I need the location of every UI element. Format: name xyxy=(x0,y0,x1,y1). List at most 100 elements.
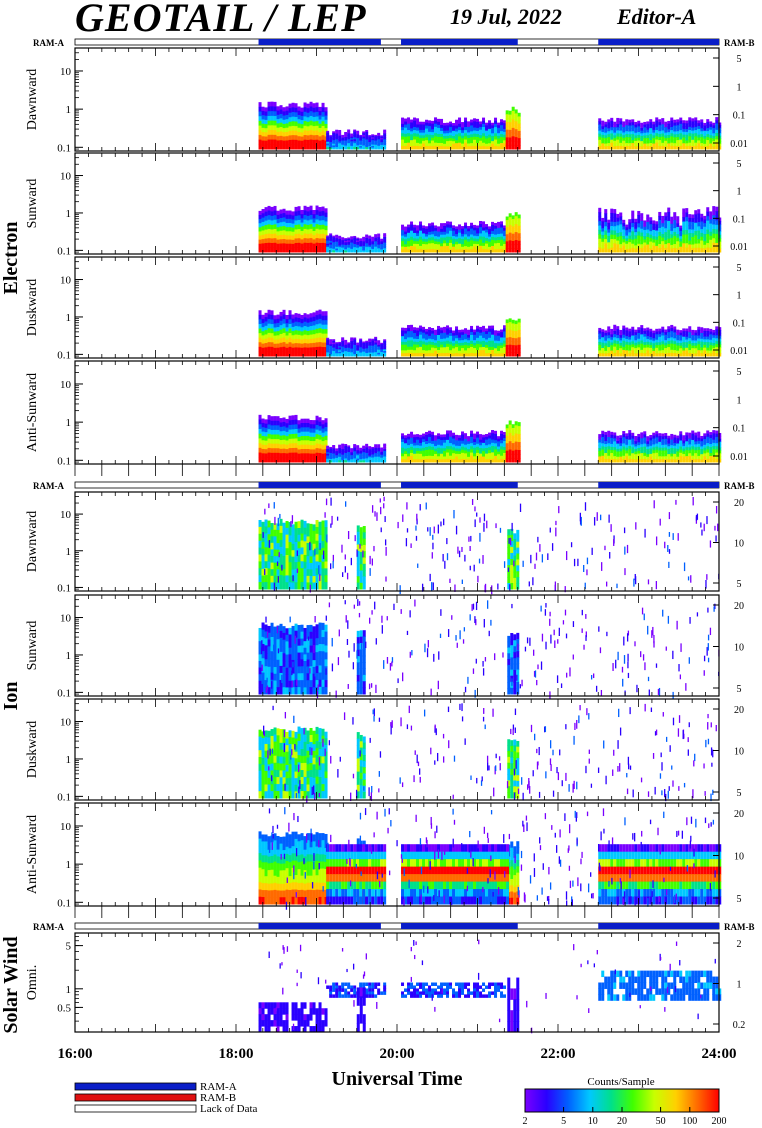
panel-ion-dawnward: 10 1 0.1 20 10 5 Dawnward xyxy=(25,491,744,595)
y-right-tick-label: 20 xyxy=(734,809,744,820)
y-right-tick-label: 1 xyxy=(737,395,742,406)
panel-ylabel: Duskward xyxy=(25,721,40,779)
y-tick-label: 0.1 xyxy=(57,687,71,699)
y-tick-label: 0.1 xyxy=(57,582,71,594)
date-label: 19 Jul, 2022 xyxy=(450,4,562,29)
panel-data xyxy=(258,939,722,1034)
y-right-tick-label: 1 xyxy=(737,980,742,991)
colorbar-title: Counts/Sample xyxy=(587,1076,654,1088)
panel-ylabel: Sunward xyxy=(25,179,40,229)
panel-data xyxy=(258,309,722,357)
panel-data xyxy=(258,496,720,595)
x-tick-label: 24:00 xyxy=(702,1046,737,1062)
y-tick-label: 1 xyxy=(66,312,72,324)
y-right-tick-label: 5 xyxy=(737,263,742,274)
y-right-tick-label: 0.1 xyxy=(733,111,746,122)
y-tick-label: 10 xyxy=(60,379,72,391)
panel-ylabel: Duskward xyxy=(25,279,40,337)
x-tick-label: 20:00 xyxy=(380,1046,415,1062)
panel-electron-sunward: 10 1 0.1 5 1 0.1 0.01 Sunward xyxy=(25,152,748,257)
ram-a-label: RAM-A xyxy=(33,481,64,491)
y-tick-label: 1 xyxy=(66,984,72,996)
colorbar-tick-label: 200 xyxy=(712,1116,727,1127)
panel-solar-wind-omni.: 5 1 0.5 2 1 0.2 Omni. xyxy=(25,932,746,1034)
ram-a-label: RAM-A xyxy=(33,922,64,932)
y-tick-label: 10 xyxy=(60,509,72,521)
legend-label: Lack of Data xyxy=(200,1103,258,1115)
y-right-tick-label: 10 xyxy=(734,747,744,758)
y-tick-label: 10 xyxy=(60,66,72,78)
panel-ion-duskward: 10 1 0.1 20 10 5 Duskward xyxy=(25,698,744,804)
y-right-tick-label: 5 xyxy=(737,788,742,799)
ram-a-segment xyxy=(258,39,381,45)
y-tick-label: 10 xyxy=(60,821,72,833)
colorbar-tick-label: 2 xyxy=(523,1116,528,1127)
panel-data xyxy=(258,599,720,700)
panel-data xyxy=(258,414,722,463)
ram-a-segment xyxy=(258,923,381,929)
panel-frame xyxy=(74,698,720,801)
ram-b-label: RAM-B xyxy=(724,922,755,932)
editor-label: Editor-A xyxy=(617,4,697,29)
panel-data xyxy=(258,101,722,150)
panel-ylabel: Anti-Sunward xyxy=(25,373,40,452)
y-tick-label: 0.5 xyxy=(57,1002,71,1014)
x-tick-label: 16:00 xyxy=(58,1046,93,1062)
colorbar-tick-label: 20 xyxy=(617,1116,627,1127)
colorbar-tick-label: 5 xyxy=(561,1116,566,1127)
y-tick-label: 1 xyxy=(66,650,72,662)
y-right-tick-label: 5 xyxy=(737,579,742,590)
ram-bar xyxy=(74,481,720,489)
x-axis-label: Universal Time xyxy=(332,1068,463,1090)
panels-layer: 10 1 0.1 5 1 0.1 0.01 Dawnward 10 1 0.1 5 1 0.1 0.01 Su… xyxy=(25,38,748,1034)
ram-a-label: RAM-A xyxy=(33,38,64,48)
y-tick-label: 0.1 xyxy=(57,142,71,154)
panel-data xyxy=(258,703,717,804)
ram-b-label: RAM-B xyxy=(724,481,755,491)
y-right-tick-label: 5 xyxy=(737,159,742,170)
y-tick-label: 1 xyxy=(66,546,72,558)
y-right-tick-label: 20 xyxy=(734,601,744,612)
panel-electron-anti-sunward: 10 1 0.1 5 1 0.1 0.01 Anti-Sunward xyxy=(25,360,748,467)
ram-a-segment xyxy=(598,482,719,488)
y-tick-label: 1 xyxy=(66,104,72,116)
ram-bar xyxy=(74,38,720,46)
y-tick-label: 1 xyxy=(66,859,72,871)
y-right-tick-label: 5 xyxy=(737,894,742,905)
y-right-tick-label: 0.01 xyxy=(730,242,748,253)
chart-title: GEOTAIL / LEP xyxy=(75,0,367,40)
x-tick-label: 22:00 xyxy=(541,1046,576,1062)
colorbar-tick-label: 100 xyxy=(682,1116,697,1127)
legend-swatch-ram-b xyxy=(74,1093,197,1102)
y-right-tick-label: 10 xyxy=(734,643,744,654)
y-tick-label: 0.1 xyxy=(57,245,71,257)
panel-ylabel: Omni. xyxy=(25,965,40,1000)
panel-electron-duskward: 10 1 0.1 5 1 0.1 0.01 Duskward xyxy=(25,256,748,361)
y-right-tick-label: 0.01 xyxy=(730,139,748,150)
legend-label: RAM-B xyxy=(200,1092,236,1104)
group-label-solar-wind: Solar Wind xyxy=(0,936,22,1033)
panel-ylabel: Anti-Sunward xyxy=(25,815,40,894)
y-right-tick-label: 0.1 xyxy=(733,424,746,435)
panel-ylabel: Dawnward xyxy=(25,511,40,572)
group-label-electron: Electron xyxy=(0,222,22,295)
ram-a-segment xyxy=(401,923,518,929)
y-tick-label: 1 xyxy=(66,754,72,766)
y-right-tick-label: 0.2 xyxy=(733,1020,746,1031)
y-tick-label: 0.1 xyxy=(57,897,71,909)
ram-a-segment xyxy=(258,482,381,488)
ram-b-label: RAM-B xyxy=(724,38,755,48)
legend-label: RAM-A xyxy=(200,1081,237,1093)
y-tick-label: 1 xyxy=(66,208,72,220)
y-tick-label: 10 xyxy=(60,171,72,183)
colorbar-tick-label: 10 xyxy=(588,1116,598,1127)
colorbar-tick-label: 50 xyxy=(656,1116,666,1127)
y-right-tick-label: 2 xyxy=(737,939,742,950)
x-tick-label: 18:00 xyxy=(219,1046,254,1062)
y-tick-label: 10 xyxy=(60,275,72,287)
y-tick-label: 10 xyxy=(60,717,72,729)
panel-frame xyxy=(74,491,720,592)
panel-data xyxy=(258,807,722,910)
